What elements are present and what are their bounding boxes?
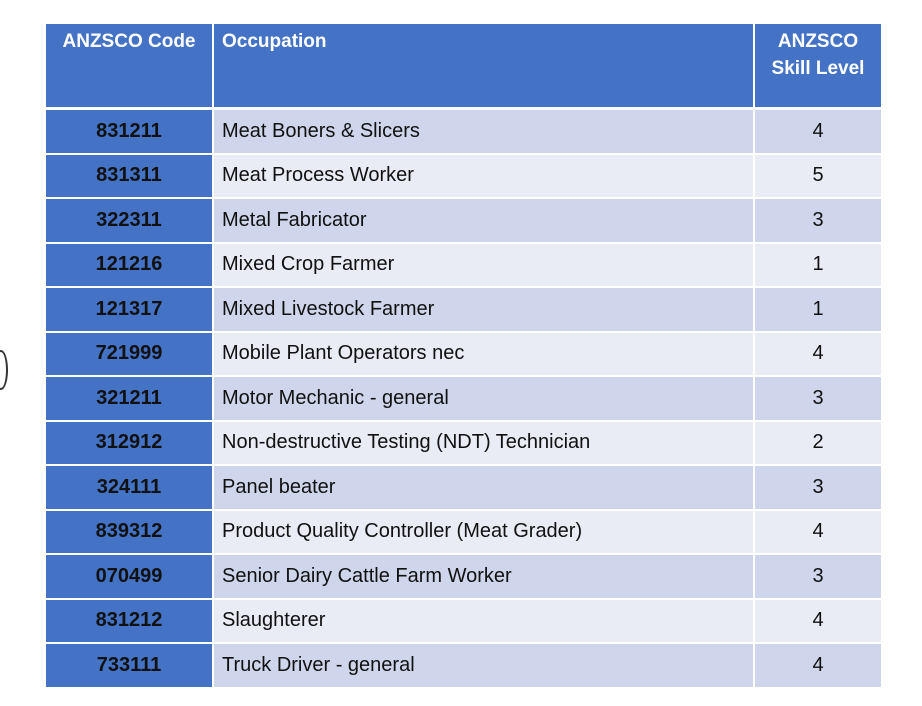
code-cell: 831211 [46, 108, 214, 155]
table-row: 831212 Slaughterer 4 [46, 598, 881, 644]
code-cell: 831212 [46, 598, 214, 644]
header-skill-level: ANZSCO Skill Level [754, 24, 881, 110]
occupation-cell: Product Quality Controller (Meat Grader) [213, 509, 755, 555]
occupation-cell: Truck Driver - general [213, 643, 755, 689]
occupation-cell: Meat Boners & Slicers [213, 108, 755, 155]
code-cell: 312912 [46, 420, 214, 466]
skill-cell: 3 [754, 376, 881, 422]
skill-cell: 1 [754, 242, 881, 288]
occupation-cell: Slaughterer [213, 598, 755, 644]
table-row: 831211 Meat Boners & Slicers 4 [46, 108, 881, 155]
skill-cell: 4 [754, 509, 881, 555]
code-cell: 121216 [46, 242, 214, 288]
header-anzsco-code: ANZSCO Code [46, 24, 214, 110]
skill-cell: 2 [754, 420, 881, 466]
header-skill-line1: ANZSCO [777, 31, 859, 52]
skill-cell: 4 [754, 643, 881, 689]
table-row: 070499 Senior Dairy Cattle Farm Worker 3 [46, 554, 881, 600]
skill-cell: 5 [754, 153, 881, 199]
header-row: ANZSCO Code Occupation ANZSCO Skill Leve… [46, 24, 881, 110]
code-cell: 321211 [46, 376, 214, 422]
table-row: 721999 Mobile Plant Operators nec 4 [46, 331, 881, 377]
code-cell: 839312 [46, 509, 214, 555]
code-cell: 733111 [46, 643, 214, 689]
skill-cell: 3 [754, 554, 881, 600]
code-cell: 322311 [46, 198, 214, 244]
table-row: 839312 Product Quality Controller (Meat … [46, 509, 881, 555]
code-cell: 721999 [46, 331, 214, 377]
table-row: 324111 Panel beater 3 [46, 465, 881, 511]
occupation-cell: Motor Mechanic - general [213, 376, 755, 422]
skill-cell: 1 [754, 287, 881, 333]
edge-artifact [0, 350, 8, 390]
table-row: 121216 Mixed Crop Farmer 1 [46, 242, 881, 288]
anzsco-occupation-table: ANZSCO Code Occupation ANZSCO Skill Leve… [46, 24, 881, 689]
table-row: 121317 Mixed Livestock Farmer 1 [46, 287, 881, 333]
table-row: 312912 Non-destructive Testing (NDT) Tec… [46, 420, 881, 466]
occupation-cell: Senior Dairy Cattle Farm Worker [213, 554, 755, 600]
occupation-cell: Mobile Plant Operators nec [213, 331, 755, 377]
skill-cell: 4 [754, 108, 881, 155]
code-cell: 121317 [46, 287, 214, 333]
occupation-cell: Metal Fabricator [213, 198, 755, 244]
code-cell: 831311 [46, 153, 214, 199]
code-cell: 070499 [46, 554, 214, 600]
occupation-cell: Panel beater [213, 465, 755, 511]
occupation-cell: Mixed Crop Farmer [213, 242, 755, 288]
header-skill-line2: Skill Level [771, 58, 865, 79]
skill-cell: 3 [754, 465, 881, 511]
occupation-cell: Meat Process Worker [213, 153, 755, 199]
skill-cell: 3 [754, 198, 881, 244]
table-row: 733111 Truck Driver - general 4 [46, 643, 881, 689]
skill-cell: 4 [754, 598, 881, 644]
table-row: 831311 Meat Process Worker 5 [46, 153, 881, 199]
table-row: 321211 Motor Mechanic - general 3 [46, 376, 881, 422]
code-cell: 324111 [46, 465, 214, 511]
occupation-cell: Mixed Livestock Farmer [213, 287, 755, 333]
table-row: 322311 Metal Fabricator 3 [46, 198, 881, 244]
occupation-cell: Non-destructive Testing (NDT) Technician [213, 420, 755, 466]
skill-cell: 4 [754, 331, 881, 377]
header-occupation: Occupation [213, 24, 755, 110]
